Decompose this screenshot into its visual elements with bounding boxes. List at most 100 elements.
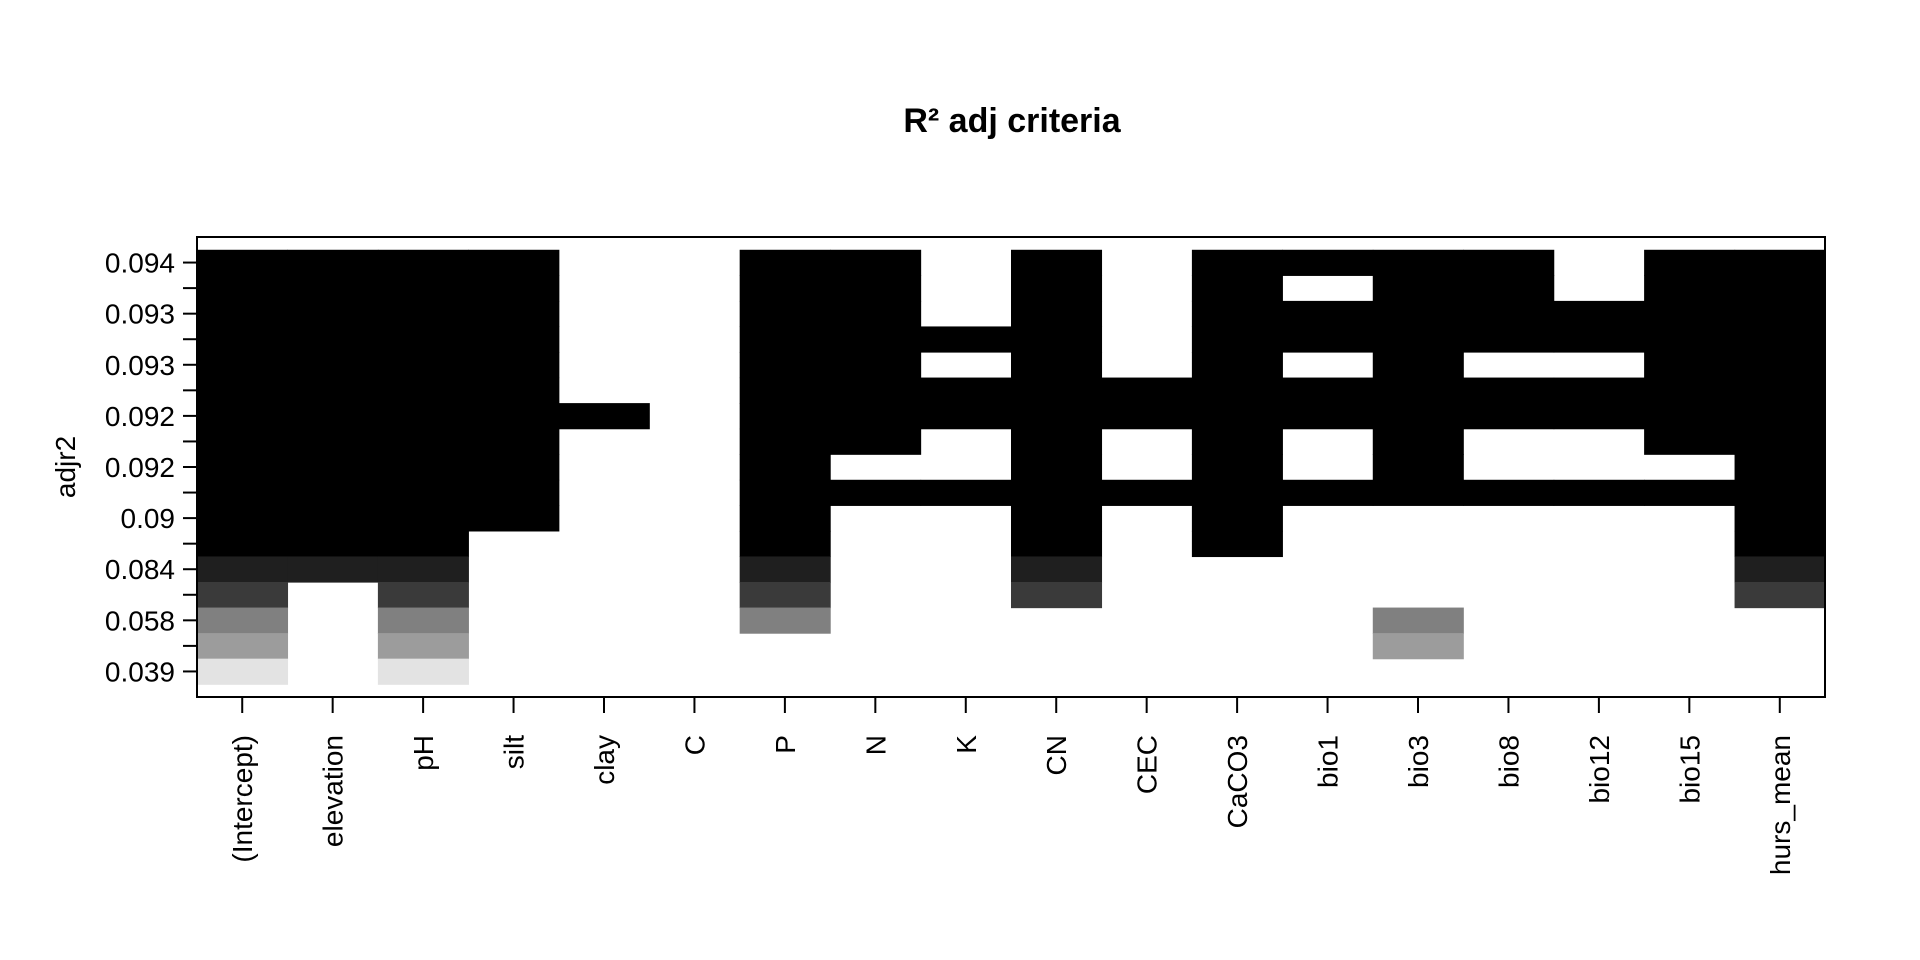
heatmap-cell [739, 505, 831, 532]
heatmap-cell [1463, 326, 1555, 353]
y-axis: 0.094 0.093 0.093 0.092 0.092 0.09 0.084 0.058 0… [105, 248, 197, 687]
heatmap-cell [197, 607, 289, 634]
heatmap-cell [739, 403, 831, 430]
x-tick-label: hurs_mean [1765, 735, 1796, 875]
heatmap-cell [739, 582, 831, 609]
heatmap-cell [1553, 403, 1645, 430]
heatmap-cell [377, 377, 469, 404]
heatmap-cell [830, 300, 922, 328]
heatmap-cell [197, 428, 289, 455]
heatmap-cell [1011, 326, 1103, 353]
heatmap-cell [377, 607, 469, 634]
heatmap-cell [468, 403, 560, 430]
heatmap-cell [197, 582, 289, 609]
heatmap-cell [1553, 326, 1645, 353]
heatmap-cell [287, 403, 379, 430]
heatmap-cell [1372, 326, 1464, 353]
x-tick-label: bio1 [1313, 735, 1344, 788]
heatmap-cell [468, 505, 560, 532]
heatmap-cell [197, 658, 289, 685]
heatmap-cell [920, 403, 1012, 430]
heatmap-cell [920, 326, 1012, 353]
heatmap-cell [1011, 300, 1103, 328]
heatmap-cell [1372, 479, 1464, 506]
heatmap-cell [197, 403, 289, 430]
y-tick-label: 0.084 [105, 554, 175, 585]
heatmap-cell [1191, 300, 1283, 328]
heatmap-cell [830, 352, 922, 379]
y-tick-label: 0.09 [121, 503, 176, 534]
heatmap-cell [1644, 352, 1736, 379]
heatmap-cell [377, 300, 469, 328]
heatmap-cell [1011, 352, 1103, 379]
heatmap-cell [1282, 300, 1374, 328]
heatmap-cell [1191, 249, 1283, 276]
heatmap-cell [739, 275, 831, 302]
heatmap-cell [1734, 582, 1826, 609]
heatmap-cell [830, 479, 922, 506]
heatmap-cell [287, 275, 379, 302]
heatmap-cell [197, 530, 289, 558]
heatmap-cell [1644, 326, 1736, 353]
heatmap-cell [1011, 556, 1103, 583]
heatmap-cell [468, 454, 560, 481]
heatmap-cell [1734, 454, 1826, 481]
heatmap-cell [1191, 479, 1283, 506]
heatmap-cell [1372, 403, 1464, 430]
x-tick-label: K [951, 735, 982, 754]
heatmap-cell [1734, 275, 1826, 302]
heatmap-cell [1011, 582, 1103, 609]
heatmap-cell [468, 300, 560, 328]
heatmap-cell [377, 326, 469, 353]
heatmap-cell [287, 300, 379, 328]
heatmap-cell [1372, 607, 1464, 634]
heatmap-cell [1191, 454, 1283, 481]
heatmap-cell [739, 556, 831, 583]
heatmap-cell [197, 275, 289, 302]
heatmap-cell [739, 607, 831, 634]
heatmap-cell [739, 530, 831, 558]
heatmap-cell [1282, 479, 1374, 506]
heatmap-cell [1463, 249, 1555, 276]
heatmap-cell [739, 249, 831, 276]
heatmap-cell [830, 377, 922, 404]
heatmap-cell [1191, 352, 1283, 379]
heatmap-cell [197, 249, 289, 276]
y-axis-label: adjr2 [50, 436, 81, 498]
heatmap-cell [830, 249, 922, 276]
heatmap-cell [377, 556, 469, 583]
heatmap-cell [468, 377, 560, 404]
heatmap-cell [1011, 505, 1103, 532]
x-tick-label: pH [408, 735, 439, 771]
x-tick-label: silt [499, 735, 530, 769]
heatmap-cell [1282, 249, 1374, 276]
heatmap-cell [1734, 403, 1826, 430]
heatmap-cell [1734, 300, 1826, 328]
heatmap-cell [1191, 428, 1283, 455]
heatmap-cell [1734, 530, 1826, 558]
heatmap-cell [1011, 454, 1103, 481]
heatmap-cell [287, 377, 379, 404]
heatmap-cell [377, 505, 469, 532]
heatmap-cell [287, 530, 379, 558]
heatmap-cell [1191, 403, 1283, 430]
heatmap-cell [1372, 249, 1464, 276]
heatmap-cell [1463, 479, 1555, 506]
y-tick-label: 0.039 [105, 656, 175, 687]
x-tick-label: CaCO3 [1222, 735, 1253, 828]
heatmap-cell [197, 352, 289, 379]
heatmap-cell [830, 326, 922, 353]
heatmap-cell [377, 403, 469, 430]
heatmap-cell [1191, 505, 1283, 532]
heatmap-cell [1101, 403, 1193, 430]
heatmap-cell [197, 556, 289, 583]
chart-title: R² adj criteria [903, 102, 1121, 140]
y-tick-label: 0.093 [105, 299, 175, 330]
heatmap-cell [1553, 479, 1645, 506]
heatmap-cell [1011, 275, 1103, 302]
heatmap-cell [1372, 275, 1464, 302]
heatmap-cell [1282, 377, 1374, 404]
heatmap-cell [1644, 479, 1736, 506]
heatmap-cell [1011, 479, 1103, 506]
heatmap-cell [1734, 326, 1826, 353]
